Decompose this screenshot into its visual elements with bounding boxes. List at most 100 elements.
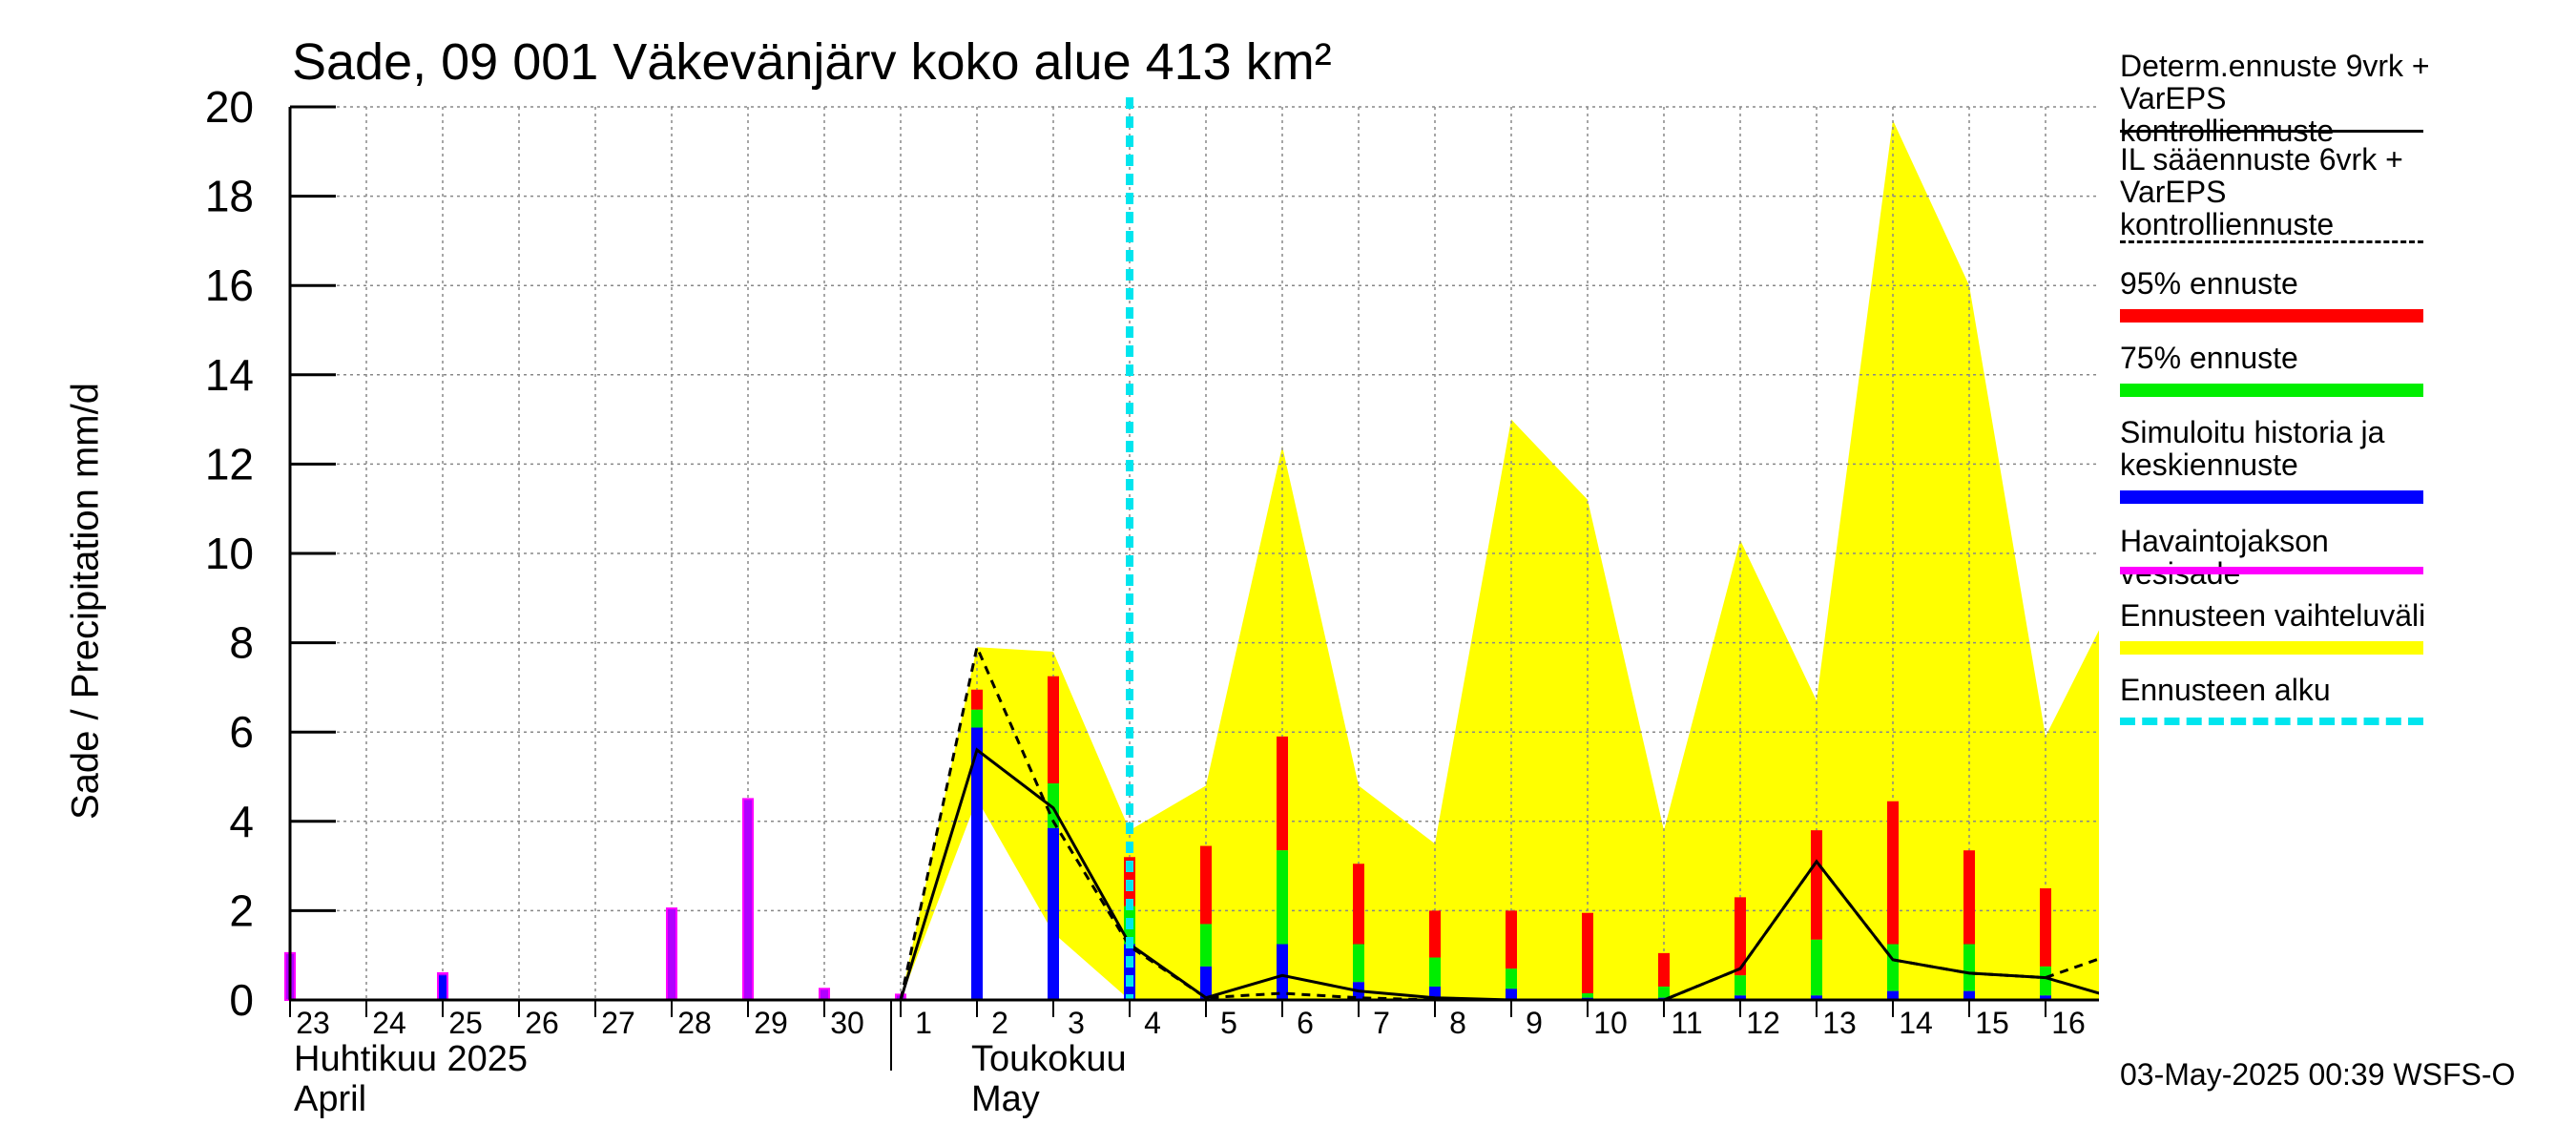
forecast-median-bar: [1963, 990, 1975, 1000]
forecast-median-bar: [1124, 944, 1135, 1000]
legend-determ-swatch: [2120, 130, 2423, 133]
observed-precip-bar: [742, 798, 754, 1002]
forecast-median-bar: [971, 727, 983, 1000]
legend-start-swatch: [2120, 718, 2423, 725]
forecast-p75-bar: [1811, 939, 1822, 996]
y-tick-label: 12: [205, 439, 254, 489]
x-day-label: 6: [1297, 1006, 1314, 1040]
legend-p95-swatch: [2120, 309, 2423, 323]
x-day-label: 3: [1068, 1006, 1085, 1040]
chart-title: Sade, 09 001 Väkevänjärv koko alue 413 k…: [292, 33, 1332, 91]
il-forecast-line: [899, 642, 2099, 1002]
y-tick-label: 2: [229, 885, 254, 935]
forecast-p95-bar: [1506, 910, 1517, 969]
forecast-p75-bar: [1048, 783, 1059, 828]
legend-il: IL sääennuste 6vrk + VarEPS kontrollienn…: [2120, 142, 2444, 243]
legend-range: Ennusteen vaihteluväli: [2120, 598, 2444, 655]
x-day-label: 1: [915, 1006, 932, 1040]
forecast-p75-bar: [1887, 944, 1899, 991]
y-tick-label: 8: [229, 618, 254, 668]
legend-sim: Simuloitu historia ja keskiennuste: [2120, 415, 2444, 504]
x-day-label: 13: [1822, 1006, 1857, 1040]
observed-precip-bar: [819, 988, 830, 1002]
forecast-median-bar: [1048, 827, 1059, 1000]
forecast-p95-bar: [1963, 850, 1975, 945]
forecast-range-area: [901, 120, 2099, 1000]
observed-precip-bar: [666, 907, 677, 1001]
month-label-april-en: April: [294, 1079, 366, 1119]
forecast-p75-bar: [1582, 992, 1593, 998]
timestamp: 03-May-2025 00:39 WSFS-O: [2120, 1057, 2516, 1092]
x-day-label: 28: [677, 1006, 712, 1040]
x-day-label: 26: [525, 1006, 559, 1040]
forecast-median-bar: [1200, 966, 1212, 1000]
forecast-p95-bar: [1200, 845, 1212, 925]
x-day-label: 4: [1144, 1006, 1161, 1040]
forecast-p75-bar: [1506, 968, 1517, 989]
legend-p75-label: 75% ennuste: [2120, 341, 2298, 375]
legend-obs-label: Havaintojakson vesisade: [2120, 524, 2329, 590]
legend-obs: Havaintojakson vesisade: [2120, 525, 2444, 590]
simulated-history-bar: [439, 975, 447, 1000]
x-day-label: 29: [754, 1006, 788, 1040]
x-day-label: 7: [1373, 1006, 1390, 1040]
forecast-p95-bar: [1887, 801, 1899, 945]
y-tick-label: 0: [229, 975, 254, 1025]
legend-range-swatch: [2120, 641, 2423, 655]
forecast-p75-bar: [1429, 957, 1441, 987]
x-day-label: 12: [1746, 1006, 1780, 1040]
forecast-p75-bar: [1963, 944, 1975, 991]
legend-p95-label: 95% ennuste: [2120, 266, 2298, 301]
x-day-label: 24: [372, 1006, 406, 1040]
axes: [288, 105, 2099, 1071]
forecast-p75-bar: [1658, 986, 1670, 998]
forecast-p75-bar: [1277, 850, 1288, 945]
legend-range-label: Ennusteen vaihteluväli: [2120, 598, 2426, 633]
x-day-label: 8: [1449, 1006, 1466, 1040]
legend-sim-swatch: [2120, 490, 2423, 504]
legend-start: Ennusteen alku: [2120, 673, 2444, 725]
month-label-april-fi: Huhtikuu 2025: [294, 1039, 528, 1079]
legend-determ: Determ.ennuste 9vrk + VarEPS kontrollien…: [2120, 50, 2444, 147]
forecast-p75-bar: [1735, 975, 1746, 996]
forecast-p95-bar: [1811, 830, 1822, 940]
x-day-label: 15: [1975, 1006, 2009, 1040]
legend-il-label: IL sääennuste 6vrk + VarEPS kontrollienn…: [2120, 142, 2403, 241]
legend-sim-label: Simuloitu historia ja keskiennuste: [2120, 415, 2385, 482]
x-day-label: 14: [1899, 1006, 1933, 1040]
legend-p75-swatch: [2120, 384, 2423, 397]
forecast-median-bar: [1277, 944, 1288, 1000]
y-tick-label: 16: [205, 260, 254, 310]
legend-p95: 95% ennuste: [2120, 266, 2444, 323]
legend-start-label: Ennusteen alku: [2120, 673, 2331, 707]
y-tick-label: 4: [229, 797, 254, 846]
forecast-p95-bar: [1353, 864, 1364, 945]
x-day-label: 2: [991, 1006, 1008, 1040]
forecast-p95-bar: [1735, 897, 1746, 976]
forecast-p95-bar: [1277, 736, 1288, 851]
y-axis-label: Sade / Precipitation mm/d: [64, 383, 107, 820]
forecast-median-bar: [1735, 995, 1746, 1000]
legend-il-swatch: [2120, 240, 2423, 243]
forecast-p95-bar: [1429, 910, 1441, 958]
forecast-p95-bar: [971, 689, 983, 710]
x-day-label: 16: [2051, 1006, 2086, 1040]
x-day-label: 25: [448, 1006, 483, 1040]
x-day-label: 9: [1526, 1006, 1543, 1040]
forecast-median-bar: [2040, 995, 2051, 1000]
forecast-p75-bar: [1200, 924, 1212, 967]
x-day-label: 23: [296, 1006, 330, 1040]
forecast-median-bar: [1811, 995, 1822, 1000]
y-tick-label: 6: [229, 707, 254, 757]
forecast-p75-bar: [1353, 944, 1364, 983]
y-tick-label: 20: [205, 82, 254, 132]
forecast-p95-bar: [1048, 676, 1059, 784]
month-label-may-fi: Toukokuu: [971, 1039, 1127, 1079]
forecast-p95-bar: [2040, 888, 2051, 967]
y-tick-label: 14: [205, 350, 254, 400]
month-label-may-en: May: [971, 1079, 1040, 1119]
forecast-median-bar: [1887, 990, 1899, 1000]
x-day-label: 10: [1593, 1006, 1628, 1040]
